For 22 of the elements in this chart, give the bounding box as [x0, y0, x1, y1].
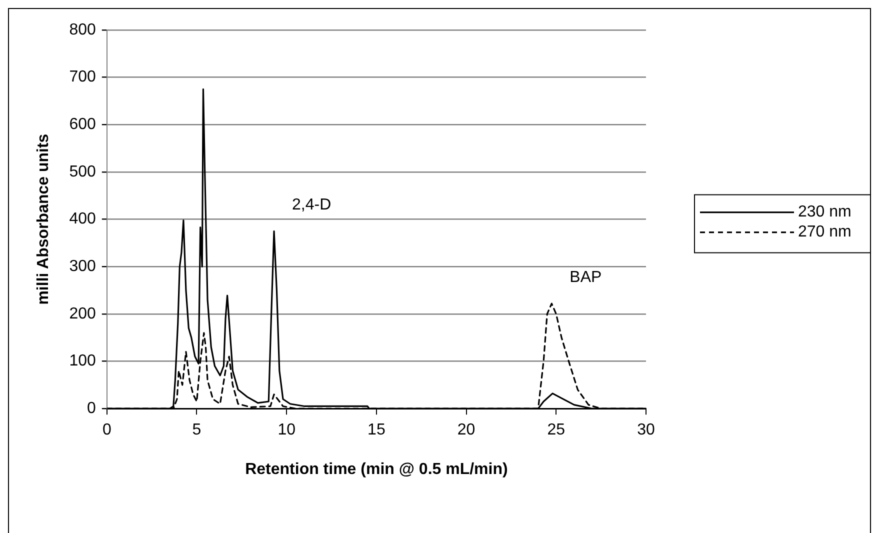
x-tick-label: 5: [192, 422, 202, 439]
y-tick-label: 800: [69, 21, 96, 38]
y-tick-label: 100: [69, 352, 96, 370]
annotation: 2,4-D: [292, 196, 332, 214]
y-tick-label: 700: [69, 68, 96, 86]
x-tick-label: 0: [102, 422, 112, 439]
y-tick-label: 300: [69, 258, 96, 276]
y-tick-label: 500: [69, 163, 96, 180]
x-tick-label: 10: [278, 422, 296, 439]
annotation: BAP: [570, 268, 602, 286]
y-axis-title: milli Absorbance units: [35, 134, 52, 305]
y-tick-label: 400: [69, 210, 96, 228]
x-tick-label: 25: [547, 422, 566, 439]
x-tick-label: 15: [368, 422, 386, 439]
text: 230 nm: [798, 204, 852, 221]
y-tick-label: 200: [69, 305, 96, 322]
text: 270 nm: [798, 224, 852, 241]
y-tick-label: 0: [86, 400, 96, 418]
x-axis-title: Retention time (min @ 0.5 mL/min): [245, 460, 508, 478]
x-tick-label: 30: [637, 422, 655, 439]
x-tick-label: 20: [457, 422, 476, 439]
y-tick-label: 600: [69, 116, 96, 134]
